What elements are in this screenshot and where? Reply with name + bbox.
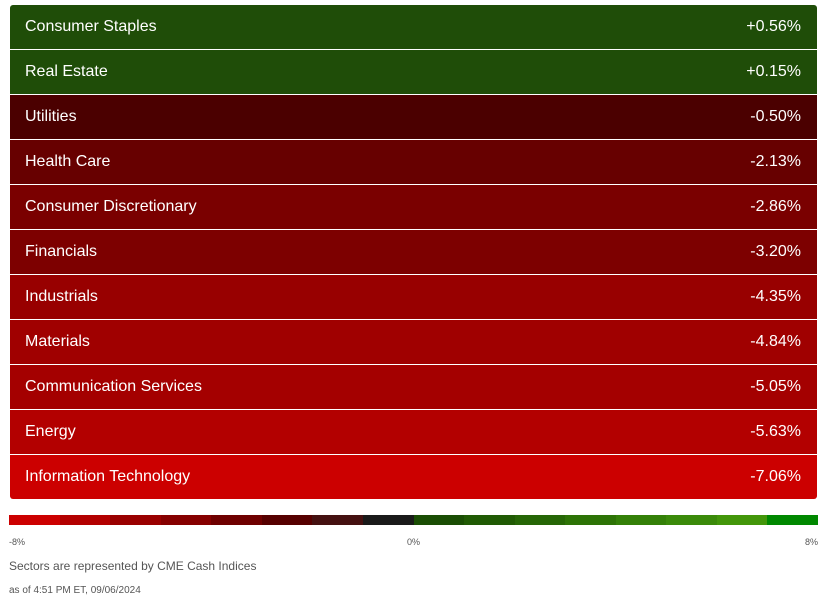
color-scale-labels: -8% 0% 8% xyxy=(9,537,818,549)
sector-name: Communication Services xyxy=(25,378,202,395)
scale-segment xyxy=(666,515,717,525)
sector-row[interactable]: Financials -3.20% xyxy=(10,230,817,275)
sector-name: Industrials xyxy=(25,288,98,305)
scale-segment xyxy=(211,515,262,525)
scale-min-label: -8% xyxy=(9,537,26,547)
sector-name: Energy xyxy=(25,423,76,440)
scale-segment xyxy=(362,515,414,525)
scale-segment xyxy=(160,515,212,525)
sector-row[interactable]: Energy -5.63% xyxy=(10,410,817,455)
scale-mid-label: 0% xyxy=(406,537,421,547)
sector-row[interactable]: Industrials -4.35% xyxy=(10,275,817,320)
scale-segment xyxy=(615,515,667,525)
source-footnote: Sectors are represented by CME Cash Indi… xyxy=(9,559,257,573)
scale-segment xyxy=(312,515,363,525)
scale-segment xyxy=(413,515,465,525)
sector-row[interactable]: Real Estate +0.15% xyxy=(10,50,817,95)
sector-row[interactable]: Communication Services -5.05% xyxy=(10,365,817,410)
scale-segment xyxy=(59,515,111,525)
sector-name: Information Technology xyxy=(25,468,191,485)
sector-name: Consumer Discretionary xyxy=(25,198,197,215)
sector-change: -2.86% xyxy=(750,198,801,215)
as-of-timestamp: as of 4:51 PM ET, 09/06/2024 xyxy=(9,585,141,596)
sector-row[interactable]: Utilities -0.50% xyxy=(10,95,817,140)
sector-change: +0.15% xyxy=(746,63,801,80)
sector-row[interactable]: Consumer Discretionary -2.86% xyxy=(10,185,817,230)
sector-name: Real Estate xyxy=(25,63,108,80)
sector-change: -7.06% xyxy=(750,468,801,485)
scale-segment xyxy=(110,515,161,525)
sector-change: -3.20% xyxy=(750,243,801,260)
scale-segment xyxy=(565,515,616,525)
sector-name: Utilities xyxy=(25,108,77,125)
sector-name: Health Care xyxy=(25,153,111,170)
scale-segment xyxy=(767,515,818,525)
sector-change: -0.50% xyxy=(750,108,801,125)
sector-row[interactable]: Health Care -2.13% xyxy=(10,140,817,185)
color-scale-bar xyxy=(9,515,818,525)
scale-max-label: 8% xyxy=(804,537,818,547)
scale-segment xyxy=(9,515,60,525)
sector-name: Financials xyxy=(25,243,98,260)
scale-segment xyxy=(464,515,515,525)
sector-change: -5.05% xyxy=(750,378,801,395)
sector-change: -5.63% xyxy=(750,423,801,440)
sector-performance-table: Consumer Staples +0.56% Real Estate +0.15% U… xyxy=(10,5,817,499)
sector-change: -2.13% xyxy=(750,153,801,170)
sector-change: -4.35% xyxy=(750,288,801,305)
sector-row[interactable]: Information Technology -7.06% xyxy=(10,455,817,499)
sector-row[interactable]: Consumer Staples +0.56% xyxy=(10,5,817,50)
sector-name: Consumer Staples xyxy=(25,18,157,35)
sector-row[interactable]: Materials -4.84% xyxy=(10,320,817,365)
scale-segment xyxy=(514,515,566,525)
sector-change: -4.84% xyxy=(750,333,801,350)
sector-change: +0.56% xyxy=(746,18,801,35)
sector-name: Materials xyxy=(25,333,90,350)
scale-segment xyxy=(261,515,313,525)
scale-segment xyxy=(716,515,768,525)
